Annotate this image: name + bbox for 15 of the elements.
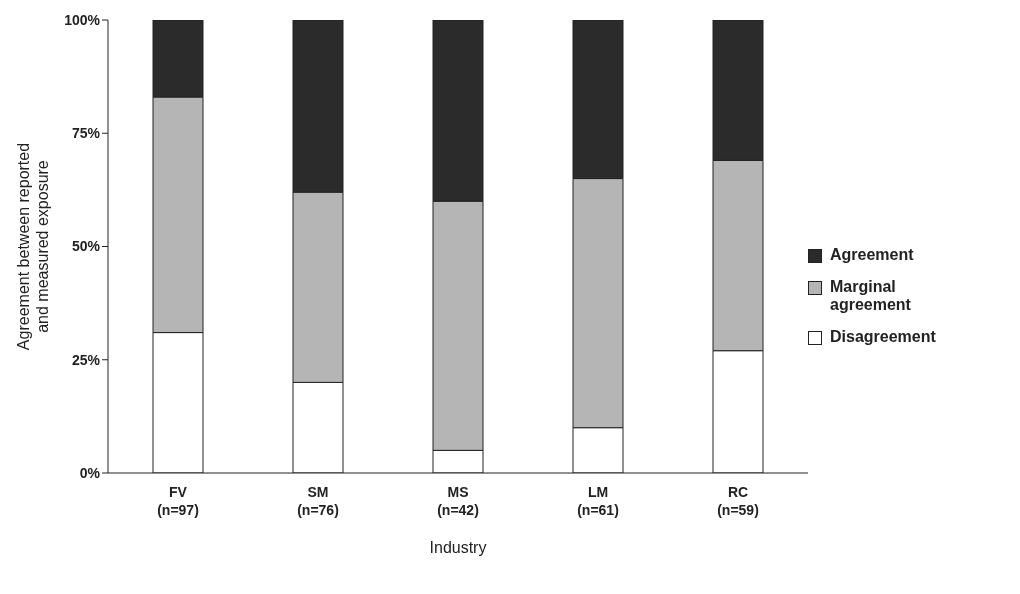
x-tick-label: MS (n=42) <box>437 484 479 518</box>
y-tick-label: 100% <box>64 11 101 28</box>
y-tick-label: 75% <box>71 125 101 142</box>
y-tick-label: 25% <box>71 351 101 368</box>
x-tick-label: LM (n=61) <box>577 484 619 518</box>
y-axis-title: Agreement between reported and measured exposure <box>15 142 51 351</box>
legend-label: Marginal agreement <box>830 277 912 314</box>
legend-label: Agreement <box>830 245 915 264</box>
x-axis-title: Industry <box>429 539 487 556</box>
x-tick-label: SM (n=76) <box>297 484 339 518</box>
y-tick-label: 0% <box>79 464 101 481</box>
x-tick-label: RC (n=59) <box>717 484 759 518</box>
x-tick-label: FV (n=97) <box>157 484 199 518</box>
legend-label: Disagreement <box>830 327 937 346</box>
y-tick-label: 50% <box>71 238 101 255</box>
